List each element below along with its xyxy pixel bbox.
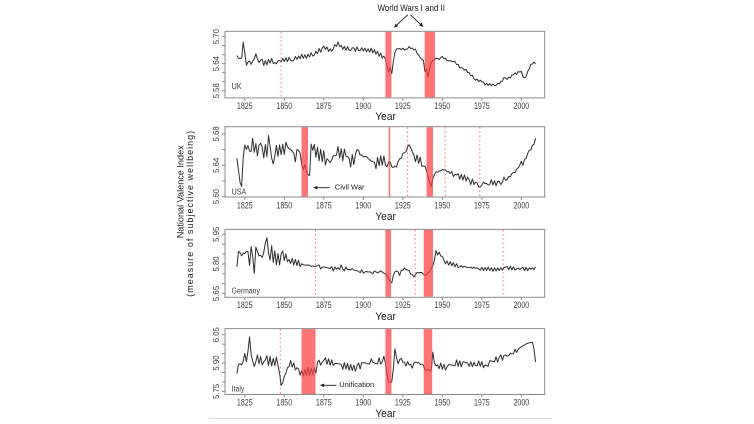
svg-text:1875: 1875: [316, 200, 332, 210]
svg-text:1950: 1950: [434, 200, 450, 210]
svg-text:1875: 1875: [316, 300, 332, 310]
svg-text:1825: 1825: [237, 398, 253, 408]
svg-text:(measure of subjective wellbei: (measure of subjective wellbeing): [185, 131, 195, 297]
svg-text:5.65: 5.65: [212, 285, 221, 301]
svg-text:6.05: 6.05: [212, 326, 221, 342]
svg-text:Unification: Unification: [339, 380, 374, 389]
svg-text:1975: 1975: [474, 200, 490, 210]
svg-text:5.64: 5.64: [212, 55, 221, 71]
svg-text:1825: 1825: [237, 300, 253, 310]
svg-text:Year: Year: [375, 408, 396, 420]
svg-text:5.68: 5.68: [212, 126, 221, 141]
svg-text:1900: 1900: [355, 300, 371, 310]
svg-text:1950: 1950: [434, 300, 450, 310]
svg-text:5.64: 5.64: [212, 157, 221, 173]
svg-text:Germany: Germany: [232, 286, 260, 295]
svg-text:5.90: 5.90: [212, 355, 221, 371]
svg-text:2000: 2000: [513, 398, 529, 408]
svg-text:1900: 1900: [355, 101, 371, 111]
svg-text:Italy: Italy: [232, 385, 245, 394]
svg-text:1850: 1850: [276, 200, 292, 210]
svg-text:Year: Year: [375, 311, 396, 323]
svg-text:2000: 2000: [513, 200, 529, 210]
svg-text:5.80: 5.80: [212, 256, 221, 272]
svg-text:1925: 1925: [395, 398, 411, 408]
svg-text:1825: 1825: [237, 200, 253, 210]
svg-text:5.75: 5.75: [212, 383, 221, 399]
svg-text:1850: 1850: [276, 300, 292, 310]
svg-text:2000: 2000: [513, 101, 529, 111]
svg-text:2000: 2000: [513, 300, 529, 310]
svg-text:1975: 1975: [474, 398, 490, 408]
svg-text:1850: 1850: [276, 398, 292, 408]
svg-text:1950: 1950: [434, 101, 450, 111]
svg-text:1825: 1825: [237, 101, 253, 111]
svg-text:1925: 1925: [395, 300, 411, 310]
svg-text:5.60: 5.60: [212, 188, 221, 204]
svg-text:1975: 1975: [474, 101, 490, 111]
svg-text:1850: 1850: [276, 101, 292, 111]
svg-text:Civil War: Civil War: [335, 183, 365, 192]
svg-text:Year: Year: [375, 211, 396, 223]
svg-text:5.70: 5.70: [212, 28, 221, 44]
svg-text:1925: 1925: [395, 101, 411, 111]
svg-text:UK: UK: [232, 82, 243, 91]
svg-text:1900: 1900: [355, 200, 371, 210]
svg-text:1875: 1875: [316, 101, 332, 111]
svg-text:1900: 1900: [355, 398, 371, 408]
svg-text:5.58: 5.58: [212, 83, 221, 98]
svg-text:Year: Year: [375, 111, 396, 123]
svg-text:1875: 1875: [316, 398, 332, 408]
svg-text:World Wars I and II: World Wars I and II: [377, 3, 445, 13]
svg-text:National Valence Index: National Valence Index: [175, 145, 185, 238]
svg-text:5.95: 5.95: [212, 226, 221, 242]
svg-text:1925: 1925: [395, 200, 411, 210]
svg-text:1975: 1975: [474, 300, 490, 310]
svg-text:USA: USA: [232, 188, 247, 197]
svg-text:1950: 1950: [434, 398, 450, 408]
